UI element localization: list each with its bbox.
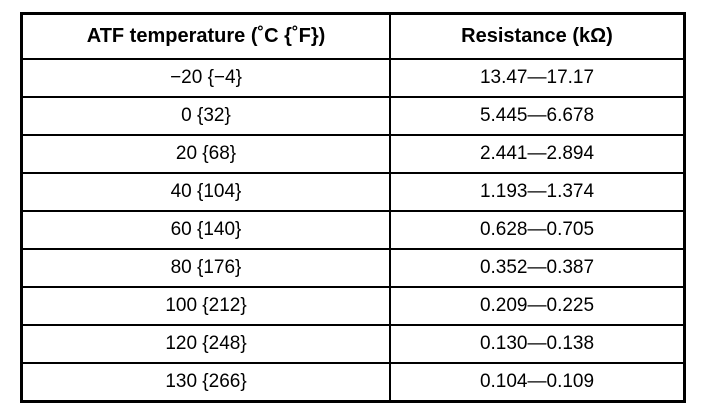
header-cell: Resistance (kΩ)	[389, 12, 686, 60]
table-row: 80 {176} 0.352—0.387	[20, 248, 686, 288]
table-row: 120 {248} 0.130—0.138	[20, 324, 686, 364]
resistance-cell: 2.441—2.894	[389, 134, 686, 174]
resistance-table: ATF temperature (˚C {˚F}) Resistance (kΩ…	[20, 12, 686, 403]
temperature-cell: 130 {266}	[20, 362, 391, 403]
resistance-cell: 0.352—0.387	[389, 248, 686, 288]
table-row: 20 {68} 2.441—2.894	[20, 134, 686, 174]
resistance-cell: 0.104—0.109	[389, 362, 686, 403]
header-row: ATF temperature (˚C {˚F}) Resistance (kΩ…	[20, 12, 686, 60]
table-head: ATF temperature (˚C {˚F}) Resistance (kΩ…	[20, 12, 686, 60]
table-row: 130 {266} 0.104—0.109	[20, 362, 686, 403]
temperature-cell: 80 {176}	[20, 248, 391, 288]
resistance-cell: 13.47—17.17	[389, 58, 686, 98]
temperature-cell: −20 {−4}	[20, 58, 391, 98]
resistance-cell: 0.130—0.138	[389, 324, 686, 364]
temperature-cell: 20 {68}	[20, 134, 391, 174]
table-row: 60 {140} 0.628—0.705	[20, 210, 686, 250]
table-body: −20 {−4} 13.47—17.17 0 {32} 5.445—6.678 20 {…	[20, 58, 686, 403]
header-cell: ATF temperature (˚C {˚F})	[20, 12, 391, 60]
table-row: 40 {104} 1.193—1.374	[20, 172, 686, 212]
resistance-cell: 1.193—1.374	[389, 172, 686, 212]
temperature-cell: 100 {212}	[20, 286, 391, 326]
table-row: −20 {−4} 13.47—17.17	[20, 58, 686, 98]
table-row: 0 {32} 5.445—6.678	[20, 96, 686, 136]
temperature-cell: 40 {104}	[20, 172, 391, 212]
temperature-cell: 120 {248}	[20, 324, 391, 364]
resistance-cell: 5.445—6.678	[389, 96, 686, 136]
resistance-cell: 0.628—0.705	[389, 210, 686, 250]
temperature-cell: 0 {32}	[20, 96, 391, 136]
temperature-cell: 60 {140}	[20, 210, 391, 250]
resistance-cell: 0.209—0.225	[389, 286, 686, 326]
table-row: 100 {212} 0.209—0.225	[20, 286, 686, 326]
